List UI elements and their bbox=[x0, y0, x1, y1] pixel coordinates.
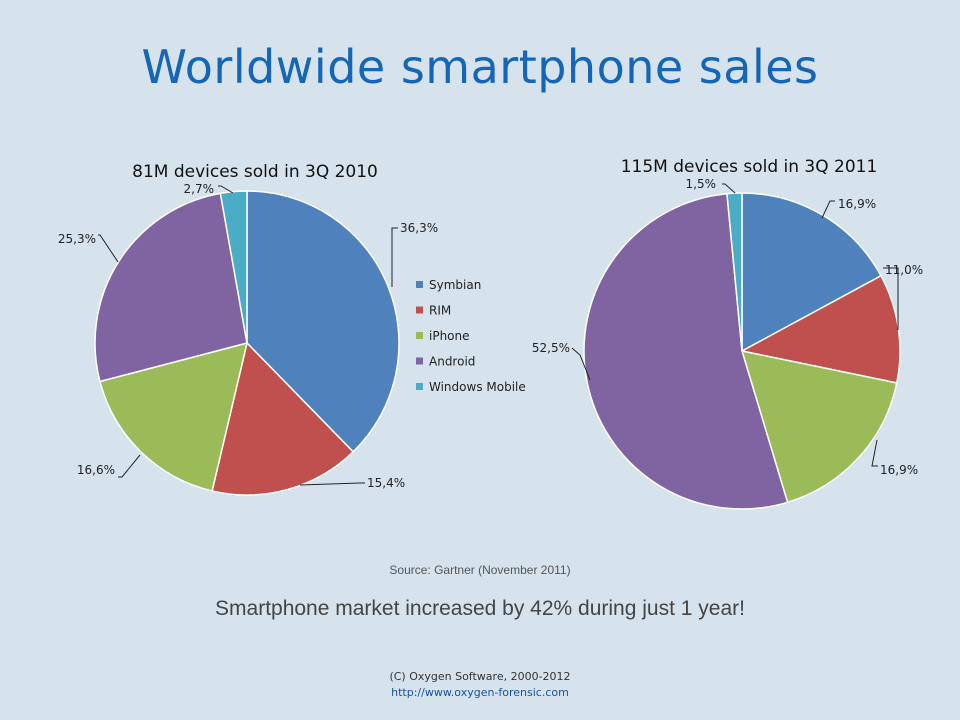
pie-2-data-label-1: 16,9% bbox=[838, 197, 876, 211]
pie-1-leader-line-3 bbox=[118, 454, 141, 478]
legend-swatch-symbian bbox=[416, 281, 423, 288]
pie-2-data-label-4: 52,5% bbox=[532, 341, 570, 355]
source-note: Source: Gartner (November 2011) bbox=[389, 563, 571, 577]
legend-label-symbian: Symbian bbox=[429, 278, 481, 292]
pie-1-data-label-2: 15,4% bbox=[367, 476, 405, 490]
pie-1-leader-line-4 bbox=[98, 234, 119, 263]
pie-1-data-label-4: 25,3% bbox=[58, 232, 96, 246]
legend-label-windows-mobile: Windows Mobile bbox=[429, 380, 526, 394]
website-link[interactable]: http://www.oxygen-forensic.com bbox=[391, 686, 569, 699]
pie-2-leader-line-1 bbox=[821, 200, 835, 219]
pie-2-leader-line-3 bbox=[871, 439, 878, 467]
legend-swatch-windows-mobile bbox=[416, 383, 423, 390]
pie-1-slice-iphone bbox=[99, 341, 249, 492]
legend-swatch-rim bbox=[416, 306, 423, 314]
pie-2-slice-iphone bbox=[740, 350, 898, 504]
pie-1-slice-windows-mobile bbox=[219, 190, 248, 344]
pie-2-slice-android bbox=[583, 192, 789, 510]
pie-2-data-label-5: 1,5% bbox=[686, 177, 717, 191]
slide-title: Worldwide smartphone sales bbox=[141, 40, 819, 94]
legend-label-android: Android bbox=[429, 355, 475, 369]
pie-1-slice-symbian bbox=[246, 190, 400, 453]
legend-swatch-iphone bbox=[416, 332, 423, 339]
legend-label-rim: RIM bbox=[429, 304, 451, 318]
pie-1-data-label-1: 36,3% bbox=[400, 221, 438, 235]
pie-2-leader-line-5 bbox=[722, 183, 736, 194]
pie-2-data-label-2: 11,0% bbox=[885, 263, 923, 277]
pie-1-leader-line-1 bbox=[391, 227, 398, 287]
chart-2-title: 115M devices sold in 3Q 2011 bbox=[621, 157, 878, 177]
pie-2-leader-line-4 bbox=[571, 347, 591, 381]
pie-1-slice-rim bbox=[211, 341, 355, 496]
chart-1-title: 81M devices sold in 3Q 2010 bbox=[132, 162, 378, 182]
copyright: (C) Oxygen Software, 2000-2012 bbox=[389, 670, 571, 683]
pie-1-slice-android bbox=[94, 192, 248, 383]
pie-1-leader-line-2 bbox=[299, 482, 365, 486]
tagline: Smartphone market increased by 42% durin… bbox=[215, 597, 745, 620]
legend-label-iphone: iPhone bbox=[429, 329, 470, 343]
pie-1-data-label-5: 2,7% bbox=[184, 182, 215, 196]
legend-swatch-android bbox=[416, 357, 423, 365]
pie-2-data-label-3: 16,9% bbox=[880, 463, 918, 477]
pie-1-leader-line-5 bbox=[218, 185, 234, 194]
pie-1-data-label-3: 16,6% bbox=[77, 463, 115, 477]
pie-2-leader-line-2 bbox=[883, 267, 899, 330]
